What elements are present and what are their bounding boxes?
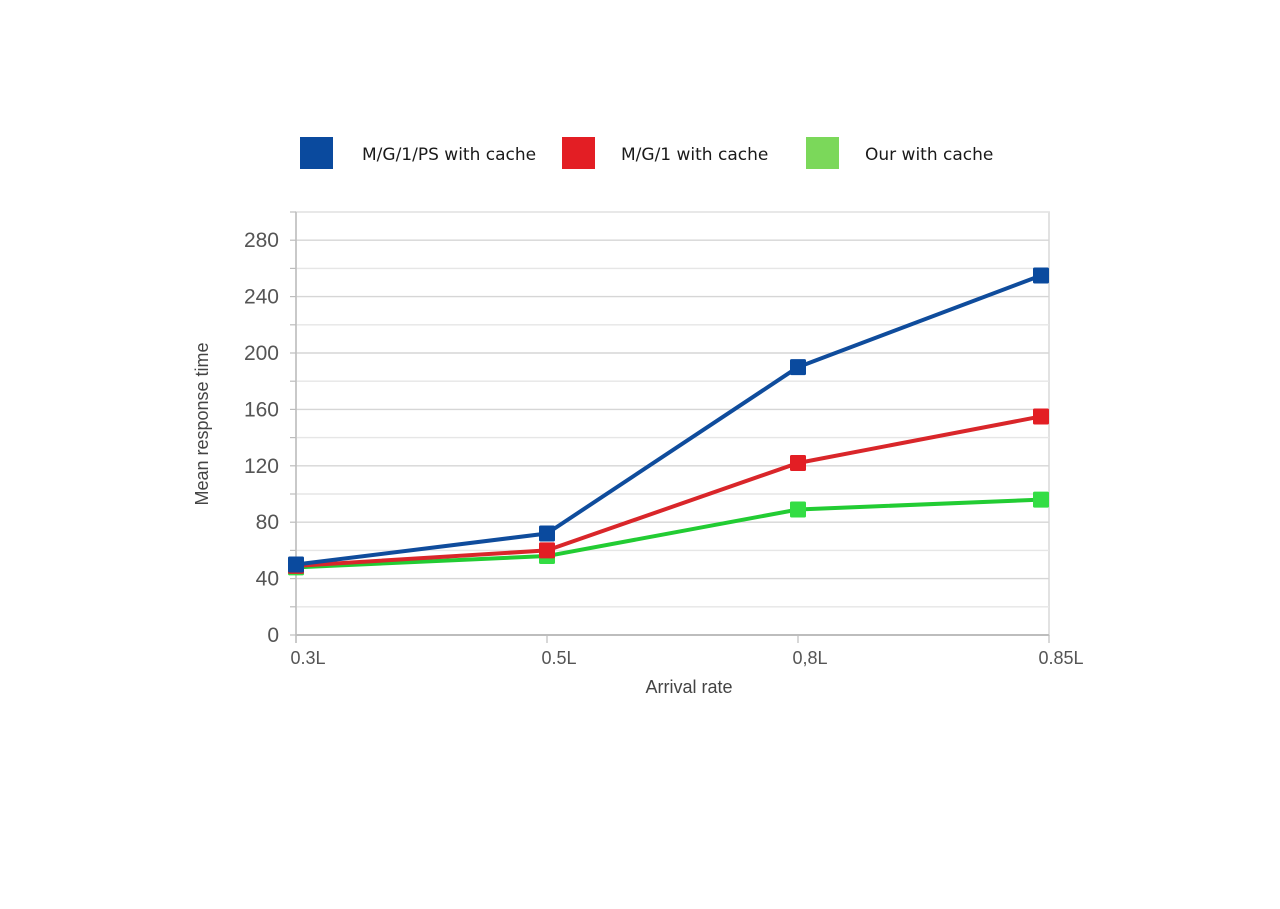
- legend-swatch: [562, 137, 595, 169]
- legend-swatch: [300, 137, 333, 169]
- y-axis-label: Mean response time: [192, 342, 212, 505]
- y-tick-label: 200: [244, 342, 279, 365]
- series-line: [294, 273, 1043, 567]
- y-tick-label: 0: [267, 624, 279, 647]
- x-tick-label: 0,8L: [792, 648, 827, 668]
- data-point-marker: [1033, 267, 1049, 284]
- x-tick-label: 0.85L: [1038, 648, 1083, 668]
- legend: M/G/1/PS with cache M/G/1 with cache Our w…: [300, 137, 993, 169]
- y-tick-label: 160: [244, 398, 279, 421]
- plot-area: 0 40 80 120 160 200 240 280 0.3L 0.5L 0,8L 0.85L Arr…: [192, 211, 1084, 697]
- x-tick-label: 0.3L: [290, 648, 325, 668]
- y-tick-label: 120: [244, 455, 279, 478]
- legend-swatch: [806, 137, 839, 169]
- data-point-marker: [288, 556, 304, 573]
- data-point-marker: [539, 542, 555, 559]
- data-point-marker: [790, 359, 806, 376]
- data-point-marker: [539, 525, 555, 542]
- x-tick-label: 0.5L: [541, 648, 576, 668]
- x-axis-label: Arrival rate: [645, 677, 732, 697]
- legend-label: M/G/1 with cache: [621, 145, 768, 165]
- data-point-marker: [1033, 491, 1049, 508]
- series-line: [294, 497, 1043, 570]
- series-line: [294, 414, 1043, 568]
- data-point-marker: [790, 501, 806, 518]
- plot-frame: [295, 211, 1050, 636]
- data-point-marker: [1033, 408, 1049, 425]
- data-point-marker: [790, 454, 806, 471]
- y-tick-label: 280: [244, 229, 279, 252]
- y-tick-label: 240: [244, 286, 279, 309]
- legend-label: M/G/1/PS with cache: [362, 145, 536, 165]
- y-tick-label: 80: [256, 511, 279, 534]
- legend-label: Our with cache: [865, 145, 993, 165]
- y-tick-label: 40: [256, 568, 279, 591]
